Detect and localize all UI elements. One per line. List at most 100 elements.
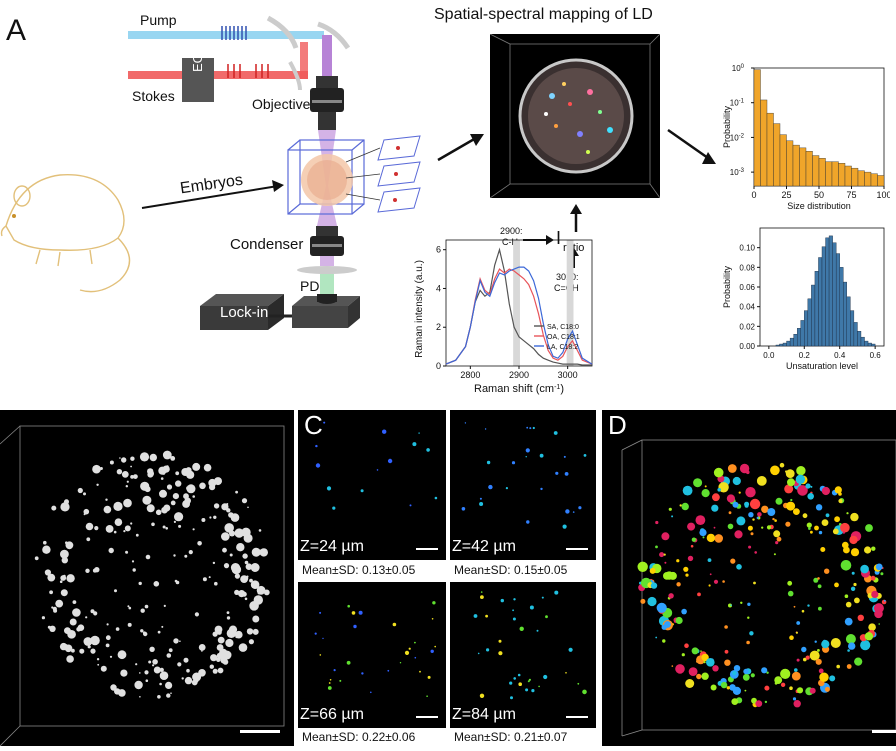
droplet (565, 672, 567, 674)
droplet (880, 572, 884, 576)
droplet (767, 508, 776, 516)
droplet (750, 532, 754, 536)
droplet (700, 650, 702, 652)
droplet (488, 484, 493, 490)
droplet (126, 480, 129, 483)
droplet (434, 496, 438, 500)
droplet (106, 623, 109, 626)
droplet (706, 533, 716, 543)
droplet (748, 512, 754, 518)
droplet (541, 596, 544, 599)
droplet (86, 537, 91, 542)
droplet (228, 625, 238, 634)
droplet (175, 471, 180, 476)
droplet (479, 502, 484, 506)
droplet (184, 676, 193, 685)
droplet (649, 567, 656, 574)
droplet (726, 686, 730, 690)
droplet (685, 573, 689, 577)
droplet (252, 615, 260, 623)
droplet (121, 457, 127, 463)
label-stokes: Stokes (132, 88, 175, 104)
size-bar (857, 170, 865, 187)
unsat-xtick: 0.6 (870, 351, 882, 360)
droplet (183, 657, 189, 663)
unsat-ytick: 0.10 (739, 244, 755, 253)
droplet (747, 525, 753, 531)
droplet (127, 622, 132, 627)
droplet (713, 467, 724, 478)
droplet (757, 512, 762, 517)
scale-bar-c2 (566, 548, 588, 550)
droplet (761, 505, 769, 513)
droplet (133, 474, 138, 479)
droplet (121, 471, 129, 478)
droplet (687, 522, 696, 531)
droplet (258, 529, 262, 532)
size-bar (766, 112, 774, 187)
droplet (526, 426, 529, 429)
droplet (241, 498, 248, 504)
droplet (173, 638, 179, 644)
droplet (166, 484, 173, 490)
droplet (47, 573, 56, 582)
size-xtick: 100 (876, 190, 890, 200)
droplet (486, 460, 491, 465)
droplet (787, 590, 794, 597)
droplet (736, 516, 746, 526)
size-xtick: 0 (751, 190, 756, 200)
droplet (140, 629, 144, 633)
size-bar (838, 163, 846, 187)
droplet (681, 653, 685, 657)
droplet (780, 668, 791, 679)
droplet (175, 480, 182, 487)
droplet (130, 456, 135, 461)
filter (297, 266, 357, 274)
droplet (165, 681, 173, 689)
size-bar (792, 144, 800, 187)
mouse-illustration (0, 174, 131, 293)
droplet (808, 527, 811, 530)
droplet (795, 631, 798, 634)
raman-spectrum-chart: 2800 2900 3000 0 2 4 6 Raman shift (cm-1) Raman … (414, 239, 593, 395)
droplet (805, 655, 810, 660)
size-xtick: 25 (781, 190, 791, 200)
droplet (174, 512, 184, 522)
droplet (43, 540, 47, 545)
droplet (118, 689, 126, 697)
unsat-xtick: 0.0 (763, 351, 775, 360)
legend-label-1: OA, C18:1 (547, 334, 580, 341)
unsat-ytick: 0.00 (739, 342, 755, 351)
panel-c-tile-2 (450, 410, 596, 560)
droplet (123, 530, 126, 533)
droplet (878, 623, 880, 625)
droplet (130, 465, 133, 468)
droplet (216, 644, 224, 651)
raman-series-2 (445, 266, 593, 365)
droplet (582, 689, 587, 695)
droplet (480, 591, 483, 593)
size-ytick: 10-1 (730, 99, 745, 108)
droplet (72, 621, 77, 625)
droplet (724, 649, 729, 654)
droplet (870, 575, 876, 581)
droplet (222, 547, 227, 553)
stokes-pulses (227, 64, 269, 78)
droplet (198, 644, 206, 651)
scale-bar-d (872, 730, 896, 733)
panel-b-image (0, 410, 294, 747)
droplet (691, 647, 699, 655)
droplet (168, 648, 173, 653)
droplet (687, 555, 694, 562)
droplet (854, 597, 860, 604)
droplet (509, 681, 513, 685)
raman-series-0 (445, 247, 592, 366)
droplet (246, 628, 254, 635)
droplet (322, 637, 324, 640)
droplet (127, 605, 130, 608)
size-bar (779, 134, 787, 187)
droplet (177, 662, 182, 667)
droplet (706, 658, 715, 667)
droplet (370, 691, 372, 694)
ld-3d-render (489, 33, 661, 199)
